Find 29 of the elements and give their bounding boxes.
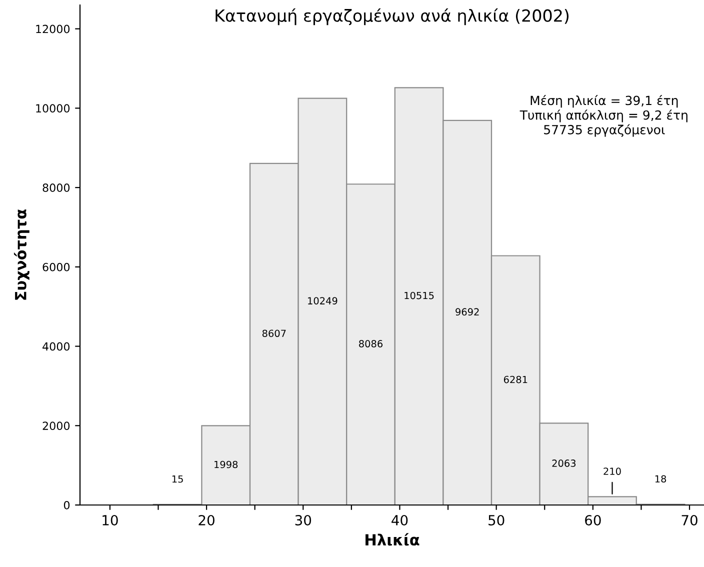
data-label: 1998: [214, 460, 238, 468]
annotation: Μέση ηλικία = 39,1 έτη Τυπική απόκλιση = 9,2 έτη 57735 εργαζόμενοι: [520, 95, 688, 137]
y-tick-label: 8000: [42, 184, 70, 192]
x-tick-label: 30: [295, 514, 312, 526]
y-axis-title: Συχνότητα: [14, 209, 30, 300]
chart-title: Κατανομή εργαζομένων ανά ηλικία (2002): [216, 8, 569, 26]
y-tick-label: 6000: [42, 262, 70, 272]
data-label: 8607: [262, 330, 286, 338]
x-tick-label: 40: [392, 514, 408, 526]
data-label: 10249: [308, 297, 338, 304]
data-label: 8086: [359, 340, 383, 348]
x-tick-label: 60: [585, 514, 601, 526]
x-tick-label: 10: [102, 514, 118, 526]
y-tick-label: 2000: [42, 422, 70, 430]
data-label: 9692: [456, 308, 479, 316]
x-axis-title: Ηλικία: [366, 533, 420, 546]
data-label: 15: [172, 475, 183, 483]
y-tick-label: 12000: [36, 24, 70, 34]
data-label: 10515: [404, 292, 434, 300]
x-tick-label: 20: [198, 514, 214, 526]
data-label: 2063: [552, 460, 576, 467]
x-tick-label: 70: [682, 514, 698, 526]
y-tick-label: 10000: [36, 104, 70, 113]
data-label: 6281: [504, 376, 528, 384]
y-tick-label: 4000: [42, 342, 70, 351]
y-tick-label: 0: [64, 500, 70, 510]
data-label: 18: [655, 475, 666, 483]
data-label: 210: [604, 468, 621, 475]
x-tick-label: 50: [488, 514, 504, 526]
